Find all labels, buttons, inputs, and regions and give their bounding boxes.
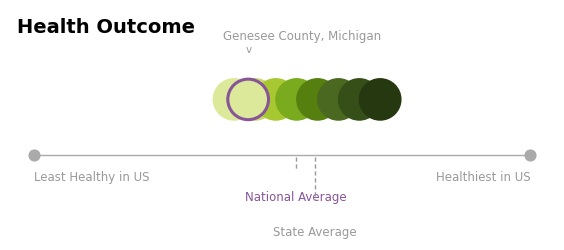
Ellipse shape [233, 79, 276, 121]
Ellipse shape [213, 79, 255, 121]
Ellipse shape [296, 79, 339, 121]
Text: Healthiest in US: Healthiest in US [435, 170, 530, 183]
Ellipse shape [228, 80, 268, 120]
Point [526, 153, 535, 157]
Text: State Average: State Average [273, 225, 356, 238]
Text: Genesee County, Michigan: Genesee County, Michigan [223, 30, 381, 43]
Text: National Average: National Average [245, 190, 347, 203]
Ellipse shape [254, 79, 297, 121]
Ellipse shape [338, 79, 381, 121]
Text: Least Healthy in US: Least Healthy in US [34, 170, 149, 183]
Point [29, 153, 38, 157]
Ellipse shape [359, 79, 402, 121]
Text: Health Outcome: Health Outcome [17, 18, 195, 36]
Ellipse shape [275, 79, 318, 121]
Ellipse shape [317, 79, 360, 121]
Text: v: v [246, 45, 252, 55]
